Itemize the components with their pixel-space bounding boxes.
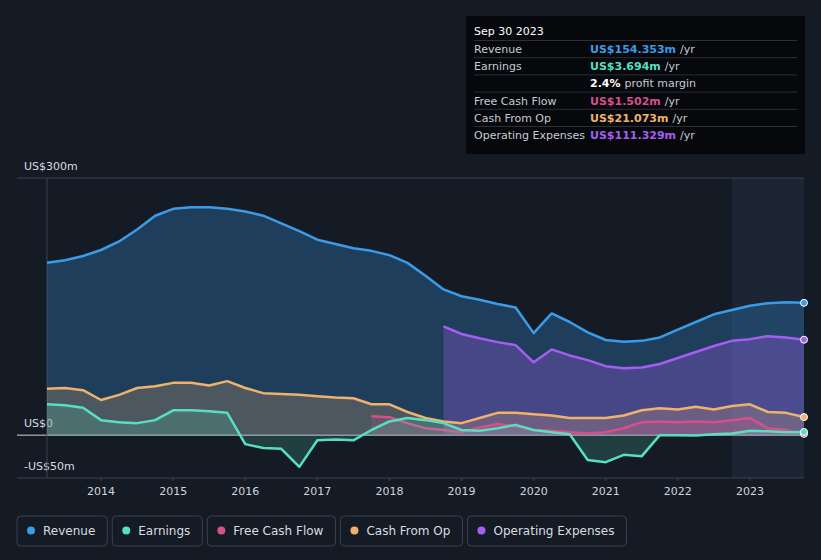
legend-label: Revenue (43, 524, 95, 538)
tooltip-title: Sep 30 2023 (474, 25, 544, 38)
x-tick (605, 478, 606, 481)
x-tick (533, 478, 534, 481)
tooltip-label: Earnings (474, 60, 522, 73)
legend-swatch (217, 527, 225, 535)
legend-swatch (122, 527, 130, 535)
tooltip-unit: /yr (680, 43, 695, 56)
legend-item: Operating Expenses (467, 516, 626, 546)
tooltip-separator (474, 57, 797, 58)
series-line (47, 207, 804, 342)
tooltip-label: Free Cash Flow (474, 95, 557, 108)
x-tick-label: 2017 (303, 485, 331, 498)
tooltip-value: 2.4% (590, 77, 621, 90)
x-tick (317, 478, 318, 481)
legend-item: Earnings (112, 516, 202, 546)
legend-item: Cash From Op (340, 516, 462, 546)
x-tick (245, 478, 246, 481)
x-tick-label: 2019 (448, 485, 476, 498)
tooltip-value: US$111.329m (590, 129, 676, 142)
tooltip-separator (474, 109, 797, 110)
end-dot (801, 414, 808, 421)
x-tick (101, 478, 102, 481)
tooltip-unit: /yr (680, 129, 695, 142)
legend-box (17, 516, 107, 546)
legend-swatch (350, 527, 358, 535)
legend-item: Free Cash Flow (207, 516, 335, 546)
tooltip-label: Cash From Op (474, 112, 551, 125)
legend-box (207, 516, 335, 546)
x-tick-label: 2022 (664, 485, 692, 498)
legend-item: Revenue (17, 516, 107, 546)
area-fill (47, 207, 804, 435)
x-tick-label: 2020 (520, 485, 548, 498)
grid-line (17, 178, 804, 179)
end-dot (801, 299, 808, 306)
chart: -US$50mUS$0US$300m2014201520162017201820… (0, 0, 821, 560)
x-tick (677, 478, 678, 481)
grid-line (17, 478, 804, 479)
end-dot (801, 336, 808, 343)
tooltip-value: US$21.073m (590, 112, 668, 125)
x-tick-label: 2014 (87, 485, 115, 498)
x-tick-label: 2015 (159, 485, 187, 498)
x-tick-label: 2018 (375, 485, 403, 498)
tooltip-value: US$3.694m (590, 60, 661, 73)
tooltip-unit: /yr (665, 95, 680, 108)
legend-box (112, 516, 202, 546)
x-tick-label: 2021 (592, 485, 620, 498)
x-tick (749, 478, 750, 481)
tooltip-value: US$154.353m (590, 43, 676, 56)
y-tick-label: -US$50m (24, 460, 75, 473)
legend-label: Free Cash Flow (233, 524, 323, 538)
tooltip-unit: profit margin (625, 77, 697, 90)
background (0, 0, 821, 560)
tooltip-unit: /yr (672, 112, 687, 125)
area-fill (47, 404, 804, 467)
plot-area (47, 207, 804, 467)
x-tick-label: 2023 (736, 485, 764, 498)
series-line (444, 326, 804, 368)
legend-label: Cash From Op (366, 524, 450, 538)
tooltip-separator (474, 74, 797, 75)
legend-swatch (477, 527, 485, 535)
tooltip-separator (474, 126, 797, 127)
tooltip-separator (474, 40, 797, 41)
x-tick (389, 478, 390, 481)
series-line (47, 404, 804, 467)
tooltip-box (466, 16, 805, 154)
legend-label: Operating Expenses (493, 524, 614, 538)
legend-swatch (27, 527, 35, 535)
x-tick-label: 2016 (231, 485, 259, 498)
tooltip-value: US$1.502m (590, 95, 661, 108)
tooltip-label: Revenue (474, 43, 522, 56)
x-tick (461, 478, 462, 481)
end-dot (801, 428, 808, 435)
legend-box (467, 516, 626, 546)
legend-label: Earnings (138, 524, 190, 538)
tooltip-separator (474, 92, 797, 93)
x-tick (173, 478, 174, 481)
y-tick-label: US$300m (24, 160, 78, 173)
tooltip-unit: /yr (665, 60, 680, 73)
legend-box (340, 516, 462, 546)
tooltip-label: Operating Expenses (474, 129, 585, 142)
